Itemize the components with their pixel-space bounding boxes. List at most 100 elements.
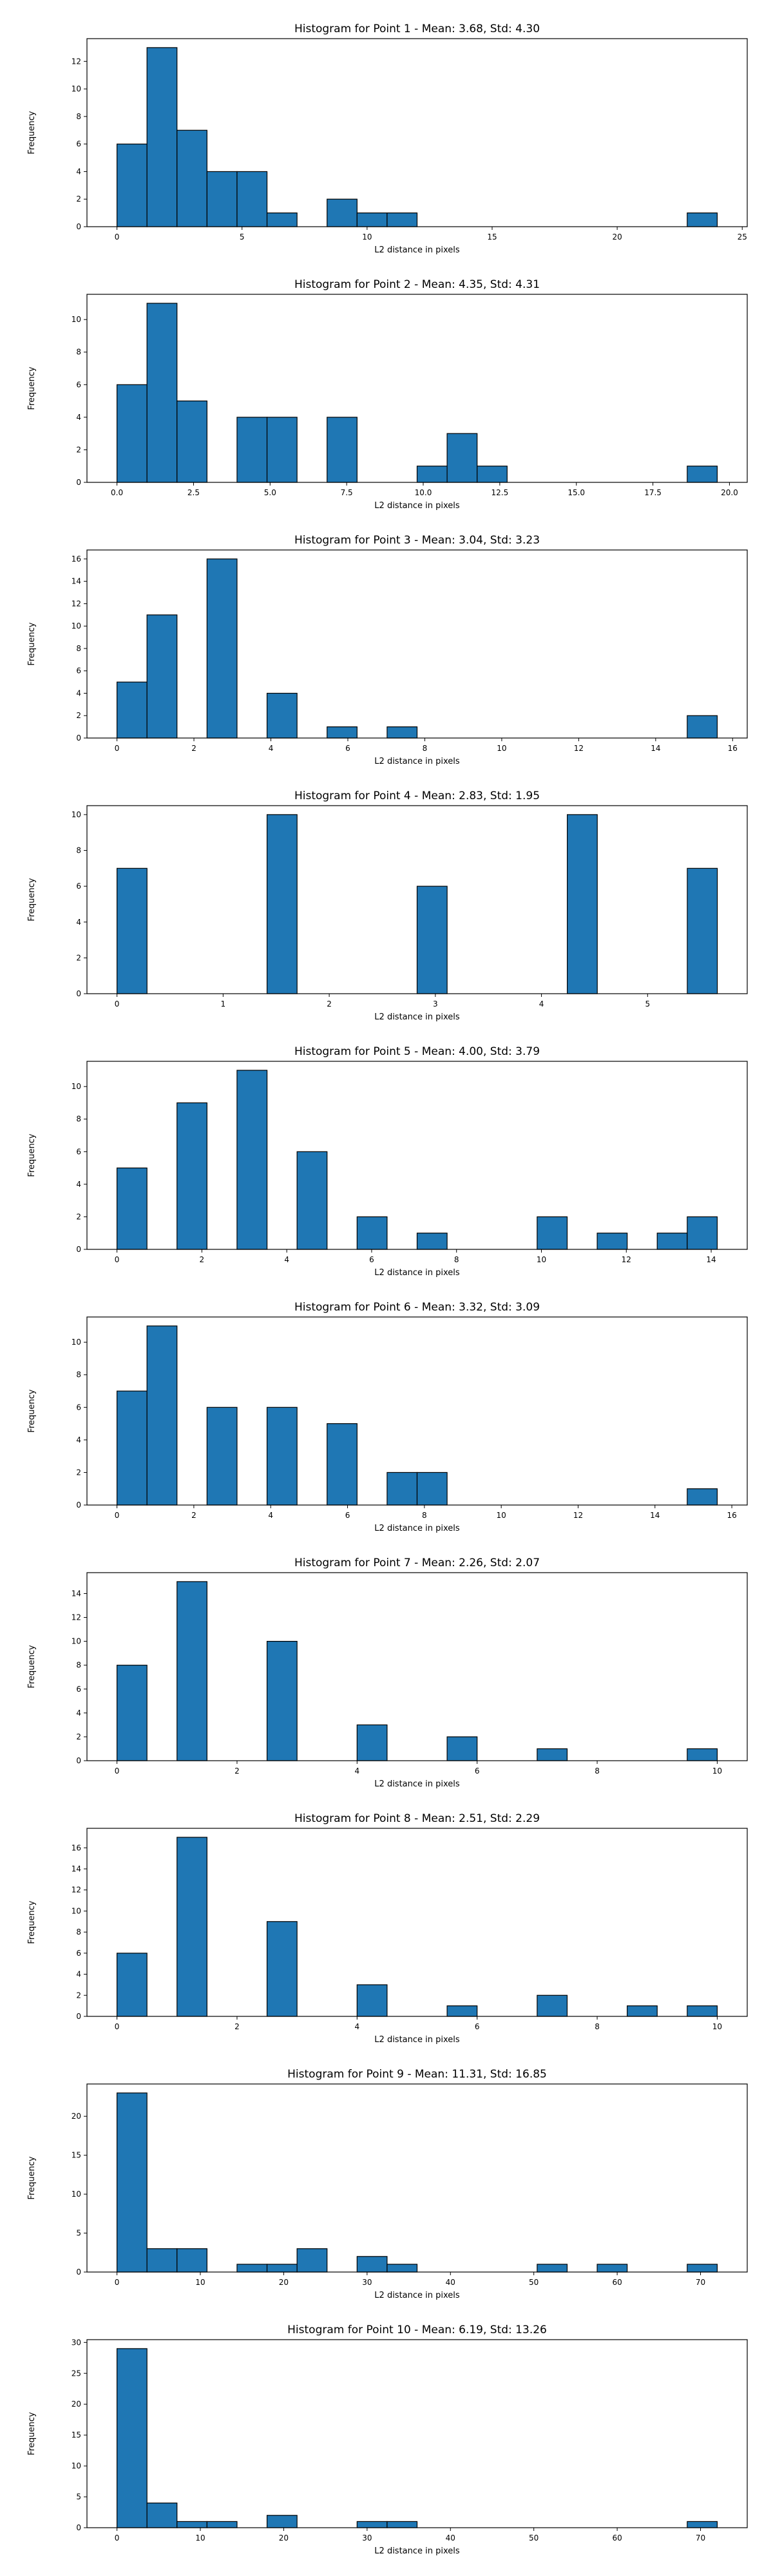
y-tick-label: 8 <box>76 644 81 653</box>
x-tick-label: 2 <box>191 1511 196 1520</box>
histogram-panel-8: Histogram for Point 8 - Mean: 2.51, Std:… <box>27 1812 748 2045</box>
y-tick-label: 14 <box>72 1864 81 1873</box>
y-tick-label: 4 <box>76 1970 81 1979</box>
x-tick-label: 4 <box>268 1511 273 1520</box>
histogram-bar <box>266 1641 298 1761</box>
histogram-bar <box>416 466 448 483</box>
histogram-bar <box>537 1994 568 2017</box>
x-tick-label: 6 <box>345 744 350 753</box>
histogram-bar <box>266 2264 298 2273</box>
x-tick-label: 2.5 <box>187 488 200 497</box>
histogram-bar <box>236 2264 268 2273</box>
histogram-bar <box>146 47 178 227</box>
y-tick-label: 4 <box>76 688 81 697</box>
y-axis-label: Frequency <box>27 1389 37 1432</box>
histogram-bar <box>356 213 388 227</box>
histogram-panel-2: Histogram for Point 2 - Mean: 4.35, Std:… <box>27 278 748 511</box>
histogram-bar <box>386 2264 418 2273</box>
histogram-bar <box>116 1953 148 2017</box>
histogram-bar <box>236 171 268 227</box>
x-axis-label: L2 distance in pixels <box>374 2035 460 2045</box>
y-tick-label: 10 <box>72 84 81 93</box>
y-tick-label: 30 <box>72 2338 81 2347</box>
y-tick-label: 10 <box>72 2190 81 2199</box>
y-tick-label: 0 <box>76 734 81 743</box>
x-tick-label: 60 <box>612 2533 622 2543</box>
x-tick-label: 10 <box>195 2533 205 2543</box>
plot-frame <box>86 2339 748 2528</box>
y-tick-label: 10 <box>72 1637 81 1646</box>
y-tick-label: 14 <box>72 577 81 586</box>
x-axis-label: L2 distance in pixels <box>374 757 460 766</box>
x-axis-label: L2 distance in pixels <box>374 1524 460 1533</box>
x-tick-label: 10 <box>712 1766 722 1776</box>
histogram-bar <box>116 1167 148 1250</box>
y-tick-label: 0 <box>76 1756 81 1765</box>
histogram-bar <box>687 715 718 739</box>
x-tick-label: 30 <box>362 2533 372 2543</box>
histogram-bar <box>146 2248 178 2273</box>
x-axis-label: L2 distance in pixels <box>374 1268 460 1278</box>
x-tick-label: 0 <box>115 1766 120 1776</box>
x-tick-label: 15.0 <box>568 488 585 497</box>
y-tick-label: 4 <box>76 167 81 176</box>
histogram-bar <box>687 1488 718 1506</box>
y-tick-label: 8 <box>76 1115 81 1124</box>
histogram-bar <box>537 2264 568 2273</box>
histogram-bar <box>177 1102 207 1250</box>
histogram-bar <box>116 2348 148 2528</box>
plot-frame <box>86 1316 748 1506</box>
y-tick-label: 8 <box>76 348 81 357</box>
x-tick-label: 16 <box>728 744 738 753</box>
x-tick-label: 0.0 <box>111 488 123 497</box>
histogram-bar <box>266 1406 298 1506</box>
histogram-panel-6: Histogram for Point 6 - Mean: 3.32, Std:… <box>27 1301 748 1533</box>
x-tick-label: 12 <box>573 1511 583 1520</box>
chart-title: Histogram for Point 9 - Mean: 11.31, Std… <box>287 2068 547 2081</box>
histogram-bar <box>386 1472 418 1506</box>
y-tick-label: 8 <box>76 1370 81 1379</box>
histogram-bar <box>656 1233 688 1250</box>
x-axis-label: L2 distance in pixels <box>374 245 460 255</box>
x-tick-label: 20 <box>279 2533 289 2543</box>
x-tick-label: 4 <box>354 2022 359 2031</box>
y-tick-label: 8 <box>76 846 81 855</box>
x-tick-label: 0 <box>115 744 120 753</box>
x-tick-label: 6 <box>369 1255 374 1264</box>
y-axis-label: Frequency <box>27 2156 37 2199</box>
histogram-bar <box>266 1921 298 2017</box>
y-tick-label: 5 <box>76 2492 81 2501</box>
chart-title: Histogram for Point 3 - Mean: 3.04, Std:… <box>294 534 540 547</box>
y-tick-label: 0 <box>76 222 81 231</box>
plot-frame <box>86 1572 748 1761</box>
y-tick-label: 10 <box>72 1906 81 1915</box>
x-tick-label: 5.0 <box>264 488 276 497</box>
y-tick-label: 2 <box>76 1732 81 1741</box>
x-tick-label: 40 <box>446 2278 455 2287</box>
y-tick-label: 16 <box>72 554 81 564</box>
x-axis-label: L2 distance in pixels <box>374 1012 460 1022</box>
chart-title: Histogram for Point 6 - Mean: 3.32, Std:… <box>294 1301 540 1314</box>
plot-frame <box>86 294 748 483</box>
chart-title: Histogram for Point 7 - Mean: 2.26, Std:… <box>294 1557 540 1569</box>
y-tick-label: 0 <box>76 1245 81 1254</box>
y-tick-label: 2 <box>76 953 81 962</box>
x-tick-label: 50 <box>529 2533 539 2543</box>
y-tick-label: 6 <box>76 1685 81 1694</box>
y-tick-label: 6 <box>76 1147 81 1156</box>
y-tick-label: 10 <box>72 315 81 324</box>
x-tick-label: 8 <box>595 1766 600 1776</box>
histogram-panel-10: Histogram for Point 10 - Mean: 6.19, Std… <box>27 2324 748 2556</box>
histogram-bar <box>116 681 148 739</box>
x-tick-label: 40 <box>446 2533 455 2543</box>
histogram-bar <box>687 1216 718 1250</box>
chart-title: Histogram for Point 5 - Mean: 4.00, Std:… <box>294 1045 540 1058</box>
y-tick-label: 16 <box>72 1843 81 1852</box>
plot-frame <box>86 38 748 227</box>
y-tick-label: 8 <box>76 1661 81 1670</box>
x-tick-label: 8 <box>595 2022 600 2031</box>
histogram-bar <box>146 614 178 739</box>
y-tick-label: 2 <box>76 1212 81 1221</box>
histogram-bar <box>627 2005 658 2017</box>
x-tick-label: 70 <box>696 2278 705 2287</box>
